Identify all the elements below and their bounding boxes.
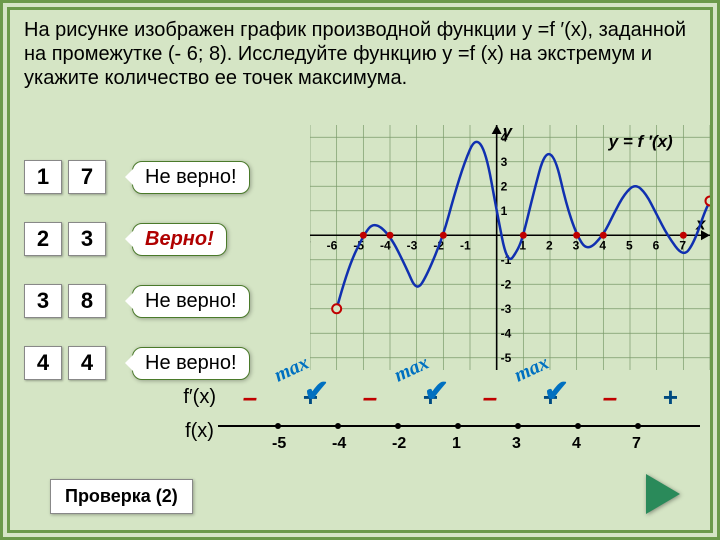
svg-text:3: 3 [512,435,521,452]
svg-text:5: 5 [626,238,633,252]
check-button[interactable]: Проверка (2) [50,479,193,514]
svg-text:-4: -4 [332,435,346,452]
svg-text:2: 2 [501,179,508,193]
svg-text:-7: -7 [310,238,311,252]
answer-list: 17Не верно!23Верно!38Не верно!44Не верно… [24,160,304,408]
check-icon: ✔ [544,374,569,409]
svg-text:-3: -3 [501,302,512,316]
sign-cell: – [220,382,280,413]
svg-text:-1: -1 [460,238,471,252]
svg-text:-5: -5 [501,351,512,365]
check-icon: ✔ [424,374,449,409]
svg-text:1: 1 [452,435,461,452]
fprime-label: f′(x) [160,386,220,409]
sign-cell: – [340,382,400,413]
slide-frame: На рисунке изображен график производной … [0,0,720,540]
svg-text:-4: -4 [501,326,512,340]
answer-feedback-bubble: Верно! [132,223,227,256]
svg-text:-2: -2 [501,277,512,291]
derivative-graph: -7-6-5-4-3-2-11234567-5-4-3-2-11234yxy =… [310,125,710,370]
answer-value-box[interactable]: 7 [68,160,106,194]
answer-index-box[interactable]: 2 [24,222,62,256]
next-arrow-icon[interactable] [646,474,680,514]
svg-text:-4: -4 [380,238,391,252]
svg-text:6: 6 [653,238,660,252]
answer-value-box[interactable]: 3 [68,222,106,256]
answer-feedback-bubble: Не верно! [132,285,250,318]
svg-text:7: 7 [632,435,641,452]
svg-text:3: 3 [501,155,508,169]
question-text: На рисунке изображен график производной … [24,18,696,90]
svg-text:-6: -6 [327,238,338,252]
answer-row: 44 Не верно! [24,346,304,380]
svg-text:1: 1 [501,204,508,218]
sign-cell: – [460,382,520,413]
sign-table: f′(x)–max ✔+–max ✔+–max ✔+–+ f(x) -5-4-2… [160,380,700,458]
answer-feedback-bubble: Не верно! [132,161,250,194]
answer-value-box[interactable]: 8 [68,284,106,318]
answer-index-box[interactable]: 3 [24,284,62,318]
answer-index-box[interactable]: 1 [24,160,62,194]
number-line: -5 -4 -2 1 3 4 7 [218,414,700,458]
svg-text:4: 4 [599,238,606,252]
sign-cell: – [580,382,640,413]
answer-row: 23 Верно! [24,222,304,256]
answer-value-box[interactable]: 4 [68,346,106,380]
answer-index-box[interactable]: 4 [24,346,62,380]
answer-feedback-bubble: Не верно! [132,347,250,380]
f-label: f(x) [160,414,218,443]
svg-text:-5: -5 [272,435,286,452]
svg-text:2: 2 [546,238,553,252]
svg-text:4: 4 [572,435,581,452]
sign-cell: + [640,382,700,413]
svg-text:-2: -2 [392,435,406,452]
svg-text:y = f ′(x): y = f ′(x) [608,132,673,151]
answer-row: 17 Не верно! [24,160,304,194]
svg-text:-3: -3 [407,238,418,252]
svg-text:y: y [502,125,514,141]
check-icon: ✔ [304,374,329,409]
svg-text:3: 3 [573,238,580,252]
answer-row: 38 Не верно! [24,284,304,318]
